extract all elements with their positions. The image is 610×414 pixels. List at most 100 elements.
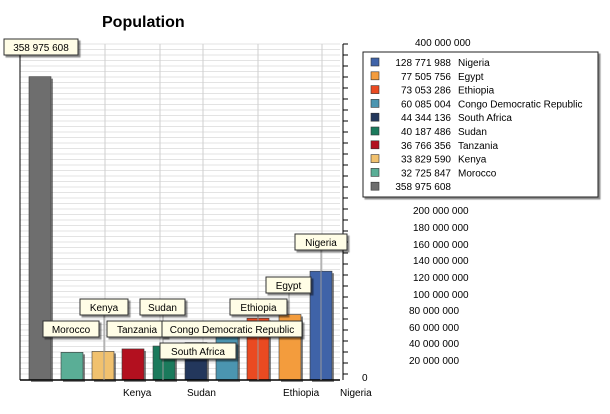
- legend-swatch: [370, 71, 380, 81]
- legend-item-congo-democratic-republic: 60 085 004 Congo Democratic Republic: [370, 99, 583, 110]
- callout-box: [265, 276, 312, 294]
- callout-text: Morocco: [52, 325, 91, 336]
- legend-swatch: [370, 154, 380, 163]
- legend-value: 44 344 136: [401, 113, 451, 124]
- y-tick-label: 80 000 000: [409, 306, 459, 317]
- y-tick-label: 120 000 000: [413, 273, 469, 284]
- legend-item-kenya: 33 829 590 Kenya: [370, 154, 487, 166]
- x-axis-tick-labels: Kenya Sudan Ethiopia Nigeria: [123, 388, 372, 399]
- legend-item-south-africa: 44 344 136 South Africa: [370, 112, 512, 124]
- legend-name: Egypt: [458, 72, 484, 83]
- legend-name: Ethiopia: [458, 86, 495, 97]
- x-tick-label-nigeria: Nigeria: [340, 388, 372, 399]
- legend-name: Congo Democratic Republic: [458, 99, 583, 110]
- callout-egypt: Egypt: [265, 276, 312, 313]
- callout-text: Tanzania: [117, 325, 157, 336]
- callout-text: Sudan: [148, 303, 177, 314]
- bar-kenya: [91, 351, 116, 382]
- callout-box: [139, 298, 186, 316]
- bar-morocco: [60, 352, 85, 382]
- callout-box: [159, 342, 237, 360]
- legend-item-ethiopia: 73 053 286 Ethiopia: [370, 85, 495, 97]
- y-tick-label: 160 000 000: [413, 240, 469, 251]
- x-tick-label-kenya: Kenya: [123, 388, 152, 399]
- bar-rect: [60, 352, 84, 381]
- callout-sudan: Sudan: [139, 298, 186, 380]
- callout-box: [294, 233, 348, 251]
- callout-ethiopia: Ethiopia: [229, 298, 288, 380]
- legend-item-total: 358 975 608: [370, 181, 451, 193]
- legend: 128 771 988 Nigeria 77 505 756 Egypt 73 053 …: [362, 51, 599, 198]
- legend-value: 40 187 486: [401, 127, 451, 138]
- callout-text: Congo Democratic Republic: [170, 325, 295, 336]
- legend-value: 358 975 608: [395, 182, 451, 193]
- legend-item-tanzania: 36 766 356 Tanzania: [370, 140, 498, 152]
- legend-value: 60 085 004: [401, 99, 451, 110]
- legend-name: Morocco: [458, 168, 497, 179]
- y-tick-label: 400 000 000: [415, 38, 471, 49]
- callout-text: Nigeria: [305, 238, 337, 249]
- callout-congo: Congo Democratic Republic: [161, 320, 303, 338]
- legend-value: 32 725 847: [401, 168, 451, 179]
- callout-tanzania: Tanzania: [106, 320, 168, 338]
- legend-item-morocco: 32 725 847 Morocco: [370, 168, 497, 179]
- y-tick-label: 140 000 000: [413, 256, 469, 267]
- chart-title: Population: [102, 14, 185, 31]
- callout-text: South Africa: [171, 347, 225, 358]
- legend-value: 36 766 356: [401, 141, 451, 152]
- legend-swatch: [370, 85, 380, 94]
- legend-name: Nigeria: [458, 58, 490, 69]
- legend-value: 128 771 988: [395, 58, 451, 69]
- bar-rect: [91, 351, 115, 381]
- callout-box: [79, 298, 129, 316]
- callout-text: Ethiopia: [240, 303, 277, 314]
- y-tick-label: 180 000 000: [413, 223, 469, 234]
- legend-item-sudan: 40 187 486 Sudan: [370, 126, 487, 138]
- callout-text: Egypt: [276, 281, 302, 292]
- legend-item-egypt: 77 505 756 Egypt: [370, 71, 484, 83]
- callout-nigeria: Nigeria: [294, 233, 348, 380]
- bar-total: [28, 76, 53, 382]
- callout-box: [229, 298, 288, 316]
- legend-swatch: [370, 126, 380, 136]
- callout-box: [3, 38, 79, 56]
- legend-swatch: [370, 112, 380, 122]
- x-tick-label-sudan: Sudan: [187, 388, 216, 399]
- callout-kenya: Kenya: [79, 298, 129, 380]
- bar-rect: [121, 348, 145, 381]
- legend-swatch: [370, 181, 380, 191]
- x-tick-label-ethiopia: Ethiopia: [283, 388, 320, 399]
- callout-text: Kenya: [90, 303, 119, 314]
- callout-morocco: Morocco: [42, 320, 100, 338]
- callout-south-africa: South Africa: [159, 342, 237, 360]
- y-tick-label: 20 000 000: [409, 356, 459, 367]
- legend-item-nigeria: 128 771 988 Nigeria: [370, 57, 490, 69]
- data-label-callouts: 358 975 608 Kenya Sudan Ethiopia Egypt Nigeri…: [3, 38, 348, 380]
- y-tick-label: 60 000 000: [409, 323, 459, 334]
- y-tick-label: 40 000 000: [409, 339, 459, 350]
- callout-total: 358 975 608: [3, 38, 79, 56]
- y-tick-label: 200 000 000: [413, 206, 469, 217]
- bar-nigeria: [309, 270, 334, 382]
- legend-value: 33 829 590: [401, 155, 451, 166]
- legend-swatch: [370, 168, 380, 177]
- callout-box: [161, 320, 303, 338]
- legend-swatch: [370, 57, 380, 67]
- y-axis-tick-labels: 0 20 000 000 40 000 000 60 000 000 80 000 00…: [362, 38, 471, 384]
- legend-swatch: [370, 99, 380, 108]
- legend-value: 73 053 286: [401, 86, 451, 97]
- legend-swatch: [370, 140, 380, 150]
- legend-name: South Africa: [458, 113, 512, 124]
- y-tick-label: 100 000 000: [413, 290, 469, 301]
- legend-name: Tanzania: [458, 141, 498, 152]
- callout-box: [42, 320, 100, 338]
- callout-text: 358 975 608: [13, 43, 69, 54]
- y-tick-label: 0: [362, 373, 368, 384]
- legend-name: Kenya: [458, 155, 487, 166]
- legend-box: [362, 51, 599, 198]
- axes: [19, 43, 348, 381]
- bar-tanzania: [121, 348, 146, 382]
- legend-name: Sudan: [458, 127, 487, 138]
- legend-value: 77 505 756: [401, 72, 451, 83]
